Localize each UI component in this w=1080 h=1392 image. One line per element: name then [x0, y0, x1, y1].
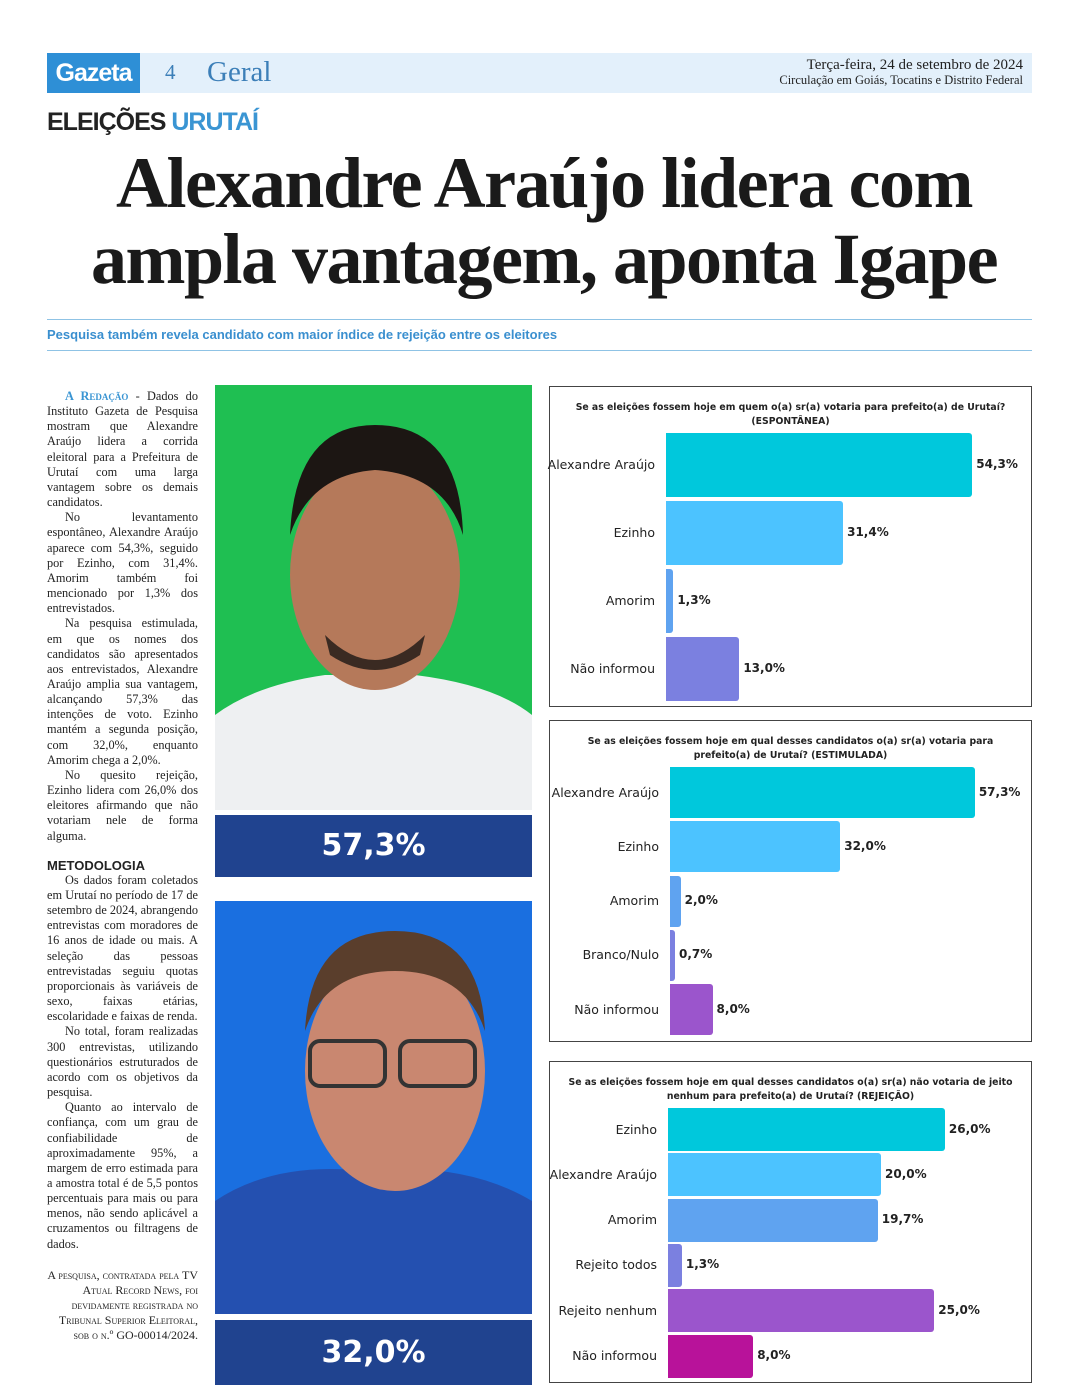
chart-estimulada: Se as eleições fossem hoje em qual desse…	[549, 720, 1032, 1042]
bar	[670, 984, 713, 1036]
chart-row: Não informou 8,0%	[550, 1334, 1031, 1378]
category-label: Amorim	[607, 1212, 657, 1228]
paragraph: No levantamento espontâneo, Alexandre Ar…	[47, 510, 198, 616]
chart-espontanea: Se as eleições fossem hoje em quem o(a) …	[547, 386, 1032, 707]
category-label: Amorim	[609, 893, 659, 909]
bar	[668, 1289, 935, 1333]
deck-subtitle: Pesquisa também revela candidato com mai…	[47, 327, 558, 342]
data-label: 0,7%	[679, 947, 713, 962]
paragraph: Quanto ao intervalo de confiança, com um…	[47, 1100, 198, 1251]
person-silhouette-icon	[215, 931, 532, 1314]
article-body: A Redação - Dados do Instituto Gazeta de…	[47, 389, 198, 1343]
data-label: 26,0%	[948, 1121, 991, 1136]
data-label: 1,3%	[685, 1257, 720, 1272]
data-label: 32,0%	[844, 838, 886, 853]
chart-row: Amorim 19,7%	[550, 1198, 1031, 1242]
bar	[666, 433, 973, 497]
category-label: Amorim	[605, 593, 655, 608]
data-label: 19,7%	[881, 1212, 924, 1227]
chart-row: Alexandre Araújo 57,3%	[550, 767, 1031, 818]
chart-row: Rejeito todos 1,3%	[550, 1243, 1031, 1287]
headline: Alexandre Araújo lidera com ampla vantag…	[90, 143, 999, 299]
registration-note: A pesquisa, contratada pela TV Atual Rec…	[47, 1267, 198, 1342]
gazeta-logo: Gazeta	[47, 53, 140, 93]
category-label: Rejeito todos	[575, 1257, 657, 1273]
category-label: Não informou	[570, 661, 655, 676]
methodology-heading: METODOLOGIA	[47, 857, 145, 873]
kicker-main: ELEIÇÕES	[47, 108, 166, 136]
chart-row: Ezinho 32,0%	[550, 821, 1031, 873]
data-label: 20,0%	[885, 1166, 927, 1181]
data-label: 2,0%	[684, 893, 718, 908]
candidate-photo-alexandre	[215, 385, 532, 810]
bar	[666, 569, 674, 633]
chart-row: Amorim 2,0%	[550, 875, 1031, 927]
byline: A Redação	[65, 389, 129, 403]
chart-row: Ezinho 31,4%	[550, 501, 1031, 565]
category-label: Alexandre Araújo	[547, 457, 655, 472]
category-label: Rejeito nenhum	[558, 1302, 657, 1318]
category-label: Não informou	[574, 1001, 659, 1017]
data-label: 54,3%	[976, 457, 1018, 471]
section-name: Geral	[207, 56, 272, 88]
chart-title: Se as eleições fossem hoje em qual desse…	[587, 736, 994, 761]
divider	[47, 350, 1032, 351]
bar	[666, 637, 740, 701]
data-label: 25,0%	[938, 1302, 980, 1317]
category-label: Ezinho	[615, 1121, 657, 1137]
paragraph: A Redação - Dados do Instituto Gazeta de…	[47, 389, 198, 510]
candidate-photo-ezinho	[215, 901, 532, 1314]
chart-row: Não informou 13,0%	[550, 637, 1031, 701]
bar	[670, 875, 681, 927]
chart-rejeicao: Se as eleições fossem hoje em qual desse…	[549, 1061, 1032, 1383]
photo-caption-percent: 32,0%	[215, 1320, 532, 1385]
chart-title: Se as eleições fossem hoje em qual desse…	[568, 1077, 1013, 1102]
paragraph: No total, foram realizadas 300 entrevist…	[47, 1024, 198, 1100]
photo-caption-percent: 57,3%	[215, 815, 532, 877]
chart-row: Alexandre Araújo 54,3%	[547, 433, 1031, 497]
page-number: 4	[165, 60, 176, 84]
data-label: 1,3%	[677, 593, 711, 607]
category-label: Branco/Nulo	[582, 947, 659, 963]
paragraph: Na pesquisa estimulada, em que os nomes …	[47, 616, 198, 767]
chart-row: Branco/Nulo 0,7%	[550, 929, 1031, 981]
data-label: 13,0%	[743, 661, 785, 675]
paragraph: Os dados foram coletados em Urutaí no pe…	[47, 872, 198, 1024]
chart-row: Rejeito nenhum 25,0%	[550, 1289, 1031, 1333]
chart-row: Não informou 8,0%	[550, 984, 1031, 1036]
category-label: Não informou	[572, 1348, 657, 1363]
bar	[670, 929, 675, 981]
chart-row: Alexandre Araújo 20,0%	[549, 1153, 1031, 1197]
category-label: Alexandre Araújo	[551, 784, 659, 800]
paragraph-text: - Dados do Instituto Gazeta de Pesquisa …	[47, 389, 198, 510]
chart-title: Se as eleições fossem hoje em quem o(a) …	[575, 402, 1006, 427]
paragraph: No quesito rejeição, Ezinho lidera com 2…	[47, 767, 198, 843]
data-label: 8,0%	[757, 1348, 791, 1362]
kicker: ELEIÇÕES URUTAÍ	[47, 108, 259, 137]
masthead-bar	[47, 53, 1032, 93]
bar	[668, 1334, 754, 1378]
category-label: Ezinho	[617, 838, 659, 854]
bar	[668, 1243, 682, 1287]
bar	[668, 1198, 878, 1242]
bar	[666, 501, 844, 565]
data-label: 57,3%	[978, 784, 1021, 799]
bar	[668, 1153, 881, 1197]
bar	[670, 821, 841, 873]
bar	[670, 767, 975, 818]
edition-date: Terça-feira, 24 de setembro de 2024	[806, 57, 1023, 73]
person-silhouette-icon	[215, 425, 532, 810]
chart-row: Ezinho 26,0%	[550, 1108, 1031, 1151]
edition-info: Terça-feira, 24 de setembro de 2024 Circ…	[779, 58, 1023, 88]
chart-row: Amorim 1,3%	[550, 569, 1031, 633]
data-label: 31,4%	[847, 525, 889, 539]
category-label: Ezinho	[613, 525, 655, 540]
kicker-place: URUTAÍ	[171, 108, 259, 136]
divider	[47, 319, 1032, 320]
bar	[668, 1108, 945, 1151]
circulation: Circulação em Goiás, Tocatins e Distrito…	[779, 73, 1023, 87]
data-label: 8,0%	[716, 1001, 750, 1016]
category-label: Alexandre Araújo	[549, 1166, 657, 1182]
